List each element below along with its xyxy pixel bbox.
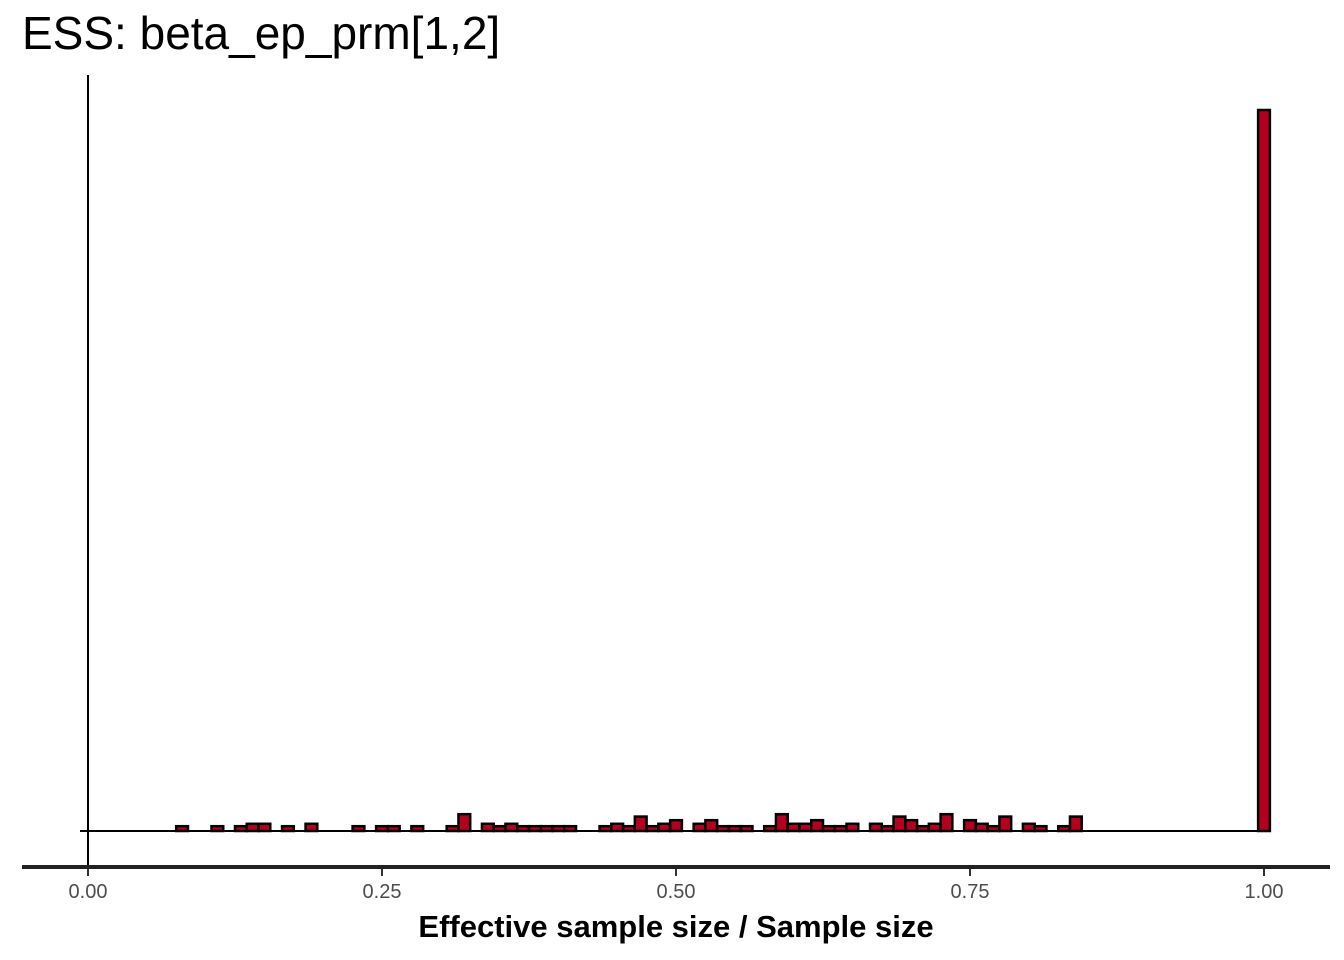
histogram-bar [551,824,566,833]
histogram-bar [621,824,637,833]
histogram-bar [539,824,554,833]
histogram-bar [527,824,543,833]
histogram-bar [210,824,225,833]
histogram-bar [668,818,684,833]
histogram-bar [1033,824,1048,833]
histogram-bar [1056,824,1072,833]
chart-title: ESS: beta_ep_prm[1,2] [22,7,501,59]
histogram-bar [245,822,260,833]
histogram-bar [410,824,425,833]
histogram-bar [480,822,495,833]
histogram-bar [1068,815,1083,833]
histogram-bar [845,822,860,833]
histogram-bar [492,824,507,833]
x-tick-label: 0.75 [951,881,990,903]
histogram-bar [915,824,931,833]
x-axis-ticks: 0.00 0.25 0.50 0.75 1.00 [69,869,1284,903]
histogram-bar [892,815,907,833]
x-axis-label: Effective sample size / Sample size [418,909,933,944]
histogram-bar [821,824,837,833]
histogram-bar [833,824,848,833]
histogram-bar [563,824,578,833]
x-tick-label: 1.00 [1245,881,1284,903]
histogram-bar [233,824,249,833]
histogram-bar [715,824,731,833]
histogram-bar [974,822,989,833]
histogram-bar [645,824,660,833]
histogram-bar [880,824,895,833]
histogram-bar [280,824,296,833]
histogram-bar [939,812,954,833]
histogram-bar [174,824,190,833]
histogram-bar [657,822,672,833]
histogram-bar [998,815,1013,833]
histogram-bar [774,812,789,833]
histogram-bar [962,818,978,833]
histogram-bar [304,822,319,833]
histogram-bar [445,824,460,833]
histogram-bar [257,822,272,833]
histogram-bar [868,822,884,833]
histogram-bar [386,824,401,833]
x-tick-label: 0.25 [363,881,402,903]
histogram-bar [633,815,648,833]
histogram-bar [598,824,613,833]
x-tick-label: 0.00 [69,881,108,903]
histogram-bar [809,818,825,833]
histogram-bar [457,812,472,833]
histogram-bar [1021,822,1036,833]
histogram-bar [610,822,625,833]
histogram-bar [986,824,1001,833]
histogram-bar [692,822,707,833]
histogram-bar [786,822,801,833]
histogram-bar [504,822,519,833]
histogram-bar [762,824,778,833]
histogram-bar [798,822,813,833]
histogram-bar [374,824,390,833]
histogram-bar [739,824,754,833]
histogram-bar [904,818,919,833]
histogram-bar [927,822,942,833]
histogram-bar [515,824,531,833]
histogram-bar [704,818,719,833]
histogram-bar [351,824,366,833]
histogram-bar [727,824,742,833]
x-tick-label: 0.50 [657,881,696,903]
histogram-bars [174,108,1272,833]
histogram-bar [1256,108,1272,833]
